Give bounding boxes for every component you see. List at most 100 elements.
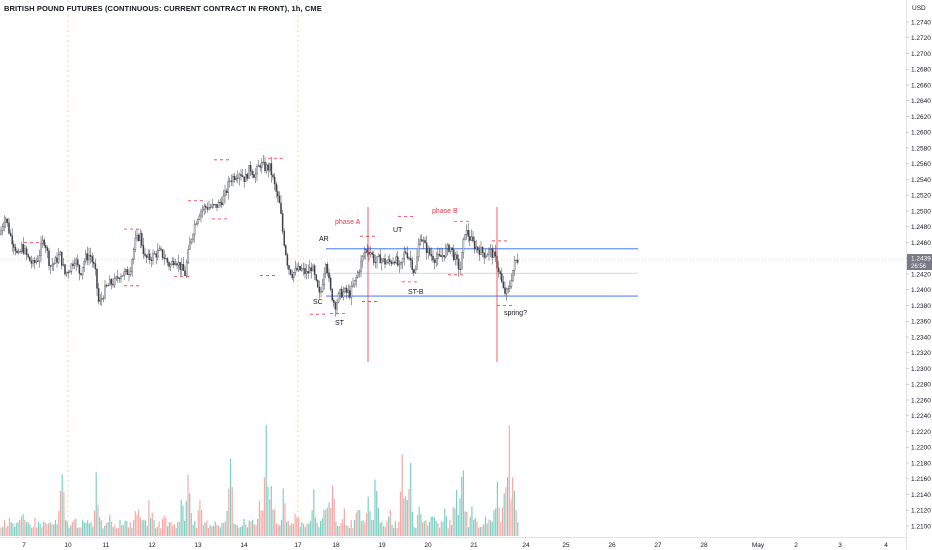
date-tick-label: 18 (332, 542, 340, 549)
candle-body (145, 255, 148, 258)
candle-body (387, 259, 389, 263)
candle-body (419, 239, 421, 245)
candle-body (238, 174, 241, 179)
candle-body (121, 275, 124, 277)
volume-bar (473, 520, 475, 536)
time-axis[interactable]: 7 10 11 12 13 14 17 18 19 20 21 24 25 26 27 28 May 2 3 4 (22, 542, 888, 549)
annotation-label[interactable]: ST (335, 320, 345, 327)
volume-bar (158, 521, 160, 536)
candle-body (105, 284, 108, 287)
volume-bar (301, 522, 303, 536)
price-axis[interactable]: 1.2740 1.2720 1.2700 1.2680 1.2660 1.2640 1.26… (906, 19, 931, 530)
price-tick-label: 1.2120 (911, 508, 931, 515)
candle-body (181, 264, 183, 270)
candle-body (13, 243, 15, 248)
volume-bar (59, 490, 62, 536)
annotation-label[interactable]: ST-B (408, 289, 424, 296)
candle-body (16, 250, 18, 253)
volume-bar (42, 521, 45, 536)
candle-body (168, 262, 170, 267)
candle-body (72, 263, 74, 266)
price-tick-label: 1.2520 (911, 193, 931, 200)
volume-bar (493, 510, 495, 536)
annotation-label[interactable]: AR (319, 236, 329, 243)
candle-body (157, 250, 159, 258)
date-tick-label: 19 (378, 542, 386, 549)
price-tick-label: 1.2400 (911, 287, 931, 294)
volume-bar (252, 519, 254, 536)
candle-body (318, 286, 321, 293)
volume-bar (413, 527, 415, 536)
candle-body (45, 245, 47, 248)
volume-bar (219, 527, 221, 536)
volume-bar (32, 526, 34, 536)
volume-bar (180, 499, 182, 536)
volume-bar (233, 523, 235, 536)
volume-bar (178, 521, 181, 536)
bar-countdown: 26:56 (911, 264, 927, 270)
volume-bar (144, 520, 147, 536)
candle-body (345, 287, 348, 293)
volume-bar (313, 489, 315, 536)
volume-bar (93, 510, 96, 536)
volume-bar (435, 520, 437, 536)
volume-bar (229, 458, 232, 536)
volume-bar (396, 528, 398, 536)
date-tick-label: 2 (794, 542, 798, 549)
volume-bar (296, 516, 298, 536)
volume-bar (82, 519, 84, 536)
candle-body (49, 265, 52, 267)
candle-body (478, 249, 481, 255)
volume-bar (452, 506, 454, 536)
annotation-label[interactable]: UT (393, 227, 403, 234)
candle-body (211, 204, 213, 208)
volume-bar (88, 523, 90, 536)
candle-body (365, 249, 367, 254)
candle-body (131, 259, 133, 272)
candle-body (454, 254, 457, 260)
volume-bar (495, 508, 497, 536)
candle-body (510, 280, 513, 288)
volume-bar (25, 522, 28, 536)
volume-bar (403, 498, 405, 536)
candle-body (384, 258, 386, 265)
annotation-label[interactable]: spring? (504, 310, 527, 317)
candle-body (216, 204, 218, 208)
candle-body (494, 251, 497, 257)
volume-bar (456, 489, 458, 536)
candle-body (118, 278, 121, 280)
volume-bar (303, 523, 305, 536)
candle-body (331, 288, 333, 301)
candle-body (217, 201, 220, 208)
candle-body (83, 261, 85, 268)
volume-bar (224, 521, 226, 536)
annotation-label[interactable]: phase A (335, 219, 361, 226)
volume-bar (258, 501, 260, 536)
volume-bar (63, 492, 65, 536)
volume-bar (173, 524, 175, 536)
volume-bar (437, 523, 439, 536)
volume-bar (354, 519, 356, 536)
candle-body (358, 271, 361, 273)
candle-body (261, 162, 263, 168)
annotation-label[interactable]: phase B (432, 208, 458, 215)
volume-bar (65, 520, 67, 536)
candle-body (137, 234, 140, 241)
candle-body (147, 253, 149, 258)
candle-body (240, 174, 242, 176)
volume-bar (228, 488, 230, 536)
volume-bar (505, 487, 507, 536)
volume-bar (221, 522, 223, 536)
volume-bar (92, 526, 94, 536)
candle-body (165, 258, 167, 260)
candle-body (229, 180, 231, 182)
volume-bar (70, 525, 72, 536)
volume-bar (133, 519, 135, 536)
candle-body (310, 267, 313, 272)
candle-body (371, 252, 373, 255)
volume-bar (386, 520, 388, 536)
annotation-label[interactable]: SC (313, 299, 323, 306)
volume-bar (7, 525, 9, 536)
volume-bar (202, 524, 204, 536)
